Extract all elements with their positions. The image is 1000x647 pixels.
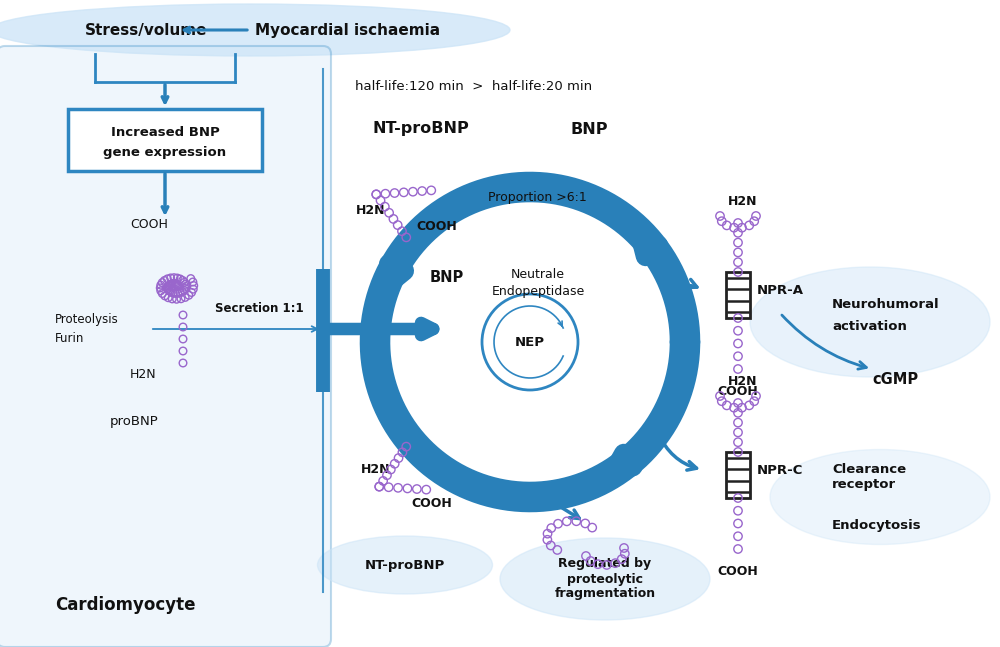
Text: Secretion 1:1: Secretion 1:1 [215,303,304,316]
Polygon shape [397,209,663,475]
Text: NPR-C: NPR-C [757,463,803,476]
Text: Increased BNP: Increased BNP [111,127,219,140]
Text: Endopeptidase: Endopeptidase [491,285,585,298]
Text: NT-proBNP: NT-proBNP [365,558,445,571]
Text: H2N: H2N [361,463,391,476]
Text: H2N: H2N [728,195,758,208]
Text: H2N: H2N [130,369,157,382]
Text: COOH: COOH [411,497,452,510]
Text: Proteolysis: Proteolysis [55,313,119,325]
Text: Neurohumoral: Neurohumoral [832,298,940,311]
Text: half-life:120 min  >  half-life:20 min: half-life:120 min > half-life:20 min [355,80,592,94]
Text: Clearance
receptor: Clearance receptor [832,463,906,491]
Text: COOH: COOH [130,219,168,232]
Text: proBNP: proBNP [110,415,159,428]
Text: NT-proBNP: NT-proBNP [372,122,469,137]
Ellipse shape [770,450,990,545]
FancyBboxPatch shape [726,452,750,498]
Text: Proportion >6:1: Proportion >6:1 [488,190,587,204]
Text: H2N: H2N [356,204,386,217]
Ellipse shape [500,538,710,620]
Text: H2N: H2N [728,375,758,388]
Ellipse shape [318,536,492,594]
Text: Endocytosis: Endocytosis [832,518,922,531]
Text: Myocardial ischaemia: Myocardial ischaemia [255,23,440,38]
Text: BNP: BNP [429,270,464,285]
Text: Neutrale: Neutrale [511,267,565,281]
Text: NPR-A: NPR-A [757,283,804,296]
Text: Furin: Furin [55,333,84,345]
FancyBboxPatch shape [726,272,750,318]
Text: COOH: COOH [416,220,457,233]
Ellipse shape [750,267,990,377]
Text: COOH: COOH [718,385,758,398]
Ellipse shape [0,4,510,56]
Text: NEP: NEP [515,336,545,349]
Circle shape [482,294,578,390]
Text: Stress/volume: Stress/volume [85,23,208,38]
Text: gene expression: gene expression [103,146,227,160]
Text: COOH: COOH [718,565,758,578]
FancyBboxPatch shape [0,46,331,647]
Text: Regulated by
proteolytic
fragmentation: Regulated by proteolytic fragmentation [554,558,656,600]
Text: cGMP: cGMP [872,372,918,387]
Text: Cardiomyocyte: Cardiomyocyte [55,596,196,614]
Polygon shape [397,209,663,475]
Text: BNP: BNP [570,122,608,137]
FancyBboxPatch shape [68,109,262,171]
Text: activation: activation [832,320,907,333]
